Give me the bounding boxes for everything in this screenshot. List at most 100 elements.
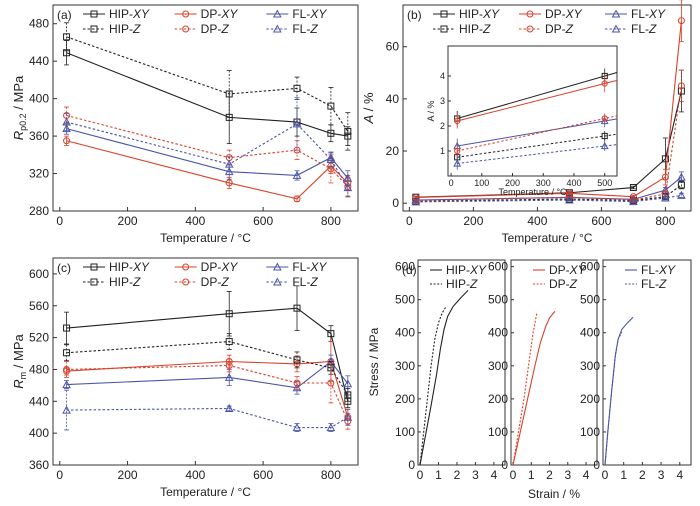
legend-label: HIP-Z <box>459 22 491 36</box>
inset-point <box>454 117 461 125</box>
series-line <box>66 128 349 179</box>
legend-label: HIP-XY <box>109 260 150 274</box>
inset-point <box>454 147 461 155</box>
legend-label: FL-XY <box>292 260 327 274</box>
x-tick-label: 0 <box>56 214 63 228</box>
x-axis-label: Strain / % <box>528 487 580 501</box>
legend-label: FL-Z <box>631 22 657 36</box>
inset-point <box>601 80 608 87</box>
legend-marker <box>90 278 98 286</box>
x-tick-label: 2 <box>546 468 553 482</box>
legend-label: HIP-XY <box>446 263 487 277</box>
legend-label: DP-Z <box>201 275 230 289</box>
data-point <box>677 181 685 189</box>
x-tick-label: 600 <box>591 214 611 228</box>
x-tick-label: 800 <box>321 214 341 228</box>
legend-marker <box>182 10 190 18</box>
legend-label: DP-Z <box>545 22 574 36</box>
series-hip-xy <box>63 285 352 409</box>
data-point <box>62 117 71 126</box>
x-tick-label: 0 <box>56 468 63 482</box>
y-tick-label: 600 <box>29 267 49 281</box>
legend-marker <box>90 10 98 18</box>
inset-line <box>457 115 618 152</box>
y-tick-label: 500 <box>395 293 415 307</box>
y-tick-label: 200 <box>488 392 508 406</box>
inset-point <box>600 141 609 150</box>
data-point <box>224 403 234 412</box>
y-tick-label: 400 <box>29 426 49 440</box>
legend-label: DP-XY <box>545 7 583 21</box>
inset-x-tick-label: 300 <box>536 178 551 188</box>
legend-label: FL-Z <box>641 277 667 291</box>
legend-label: FL-XY <box>631 7 666 21</box>
data-point <box>327 129 335 137</box>
x-tick-label: 1 <box>528 468 535 482</box>
inset-x-axis-label: Temperature / °C <box>498 187 567 197</box>
data-point <box>661 193 670 202</box>
series-line <box>66 360 349 389</box>
data-point <box>225 361 233 369</box>
axes-frame <box>52 4 359 212</box>
inset-point <box>453 159 462 167</box>
legend-label: HIP-Z <box>109 275 141 289</box>
y-tick-label: 60 <box>386 40 400 54</box>
data-point <box>62 405 71 414</box>
y-tick-label: 320 <box>29 167 49 181</box>
series-fl-xy <box>62 354 353 395</box>
data-point <box>677 172 686 181</box>
y-tick-label: 600 <box>488 260 508 274</box>
x-tick-label: 800 <box>321 468 341 482</box>
data-point <box>63 49 71 57</box>
series-fl-z <box>62 389 353 432</box>
legend-marker <box>272 262 282 271</box>
x-tick-label: 800 <box>655 214 675 228</box>
series-line <box>66 36 349 132</box>
x-tick-label: 400 <box>185 214 205 228</box>
x-axis-label: Temperature / °C <box>502 231 593 245</box>
data-point <box>224 159 234 168</box>
legend-marker <box>526 25 534 33</box>
data-point <box>62 380 71 389</box>
x-tick-label: 600 <box>253 468 273 482</box>
chart-panel-0: 0 200 400 600 800 280 320 360 400 440 480 Temperatu… <box>11 4 359 245</box>
data-point <box>629 197 638 206</box>
legend-marker <box>90 25 98 33</box>
x-tick-label: 2 <box>639 468 646 482</box>
data-point <box>225 179 233 187</box>
x-tick-label: 0 <box>510 468 517 482</box>
legend: HIP-XY DP-XY FL-XY HIP-Z DP-Z FL-Z <box>433 7 666 36</box>
series-fl-z <box>411 190 686 206</box>
data-point <box>677 82 685 90</box>
series-hip-z <box>63 22 352 151</box>
x-tick-label: 3 <box>564 468 571 482</box>
data-point <box>292 170 302 179</box>
panel-label: (b) <box>407 8 422 22</box>
axes-frame <box>510 259 598 466</box>
data-point <box>677 17 685 25</box>
series-line <box>66 407 349 429</box>
y-tick-label: 300 <box>580 359 600 373</box>
y-tick-label: 200 <box>580 392 600 406</box>
inset-x-tick-label: 100 <box>474 178 489 188</box>
data-point <box>225 310 233 318</box>
data-point <box>327 165 335 173</box>
legend-label: DP-Z <box>201 22 230 36</box>
inset-frame <box>447 45 618 177</box>
legend: HIP-XY DP-XY FL-XY HIP-Z DP-Z FL-Z <box>83 260 327 289</box>
x-tick-label: 200 <box>118 468 138 482</box>
legend-label: HIP-XY <box>109 7 150 21</box>
data-point <box>292 423 302 432</box>
data-point <box>63 365 71 373</box>
series-line <box>66 121 349 188</box>
data-point <box>293 356 301 364</box>
y-tick-label: 400 <box>395 326 415 340</box>
panel-label: (a) <box>57 8 72 22</box>
axes-frame <box>417 259 506 466</box>
data-point <box>63 33 71 41</box>
x-tick-label: 0 <box>417 468 424 482</box>
x-tick-label: 1 <box>620 468 627 482</box>
data-point <box>225 338 233 346</box>
